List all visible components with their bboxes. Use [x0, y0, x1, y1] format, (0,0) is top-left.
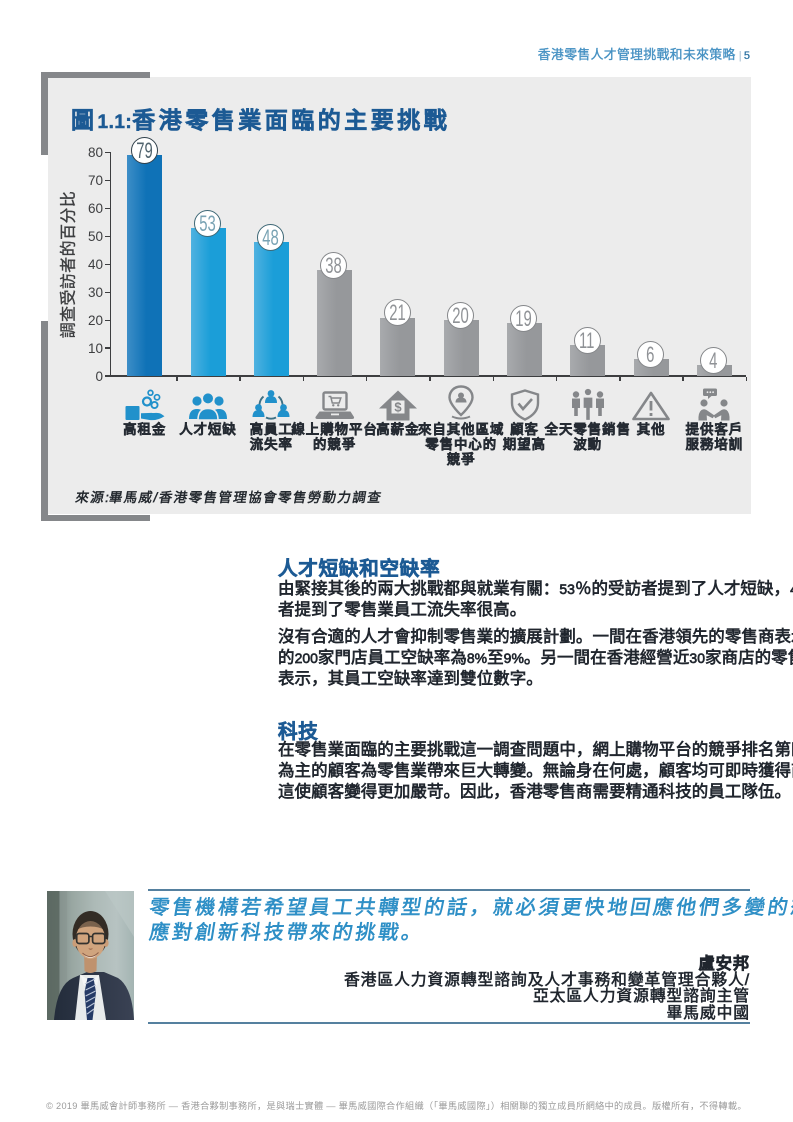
- svg-text:$: $: [394, 400, 402, 415]
